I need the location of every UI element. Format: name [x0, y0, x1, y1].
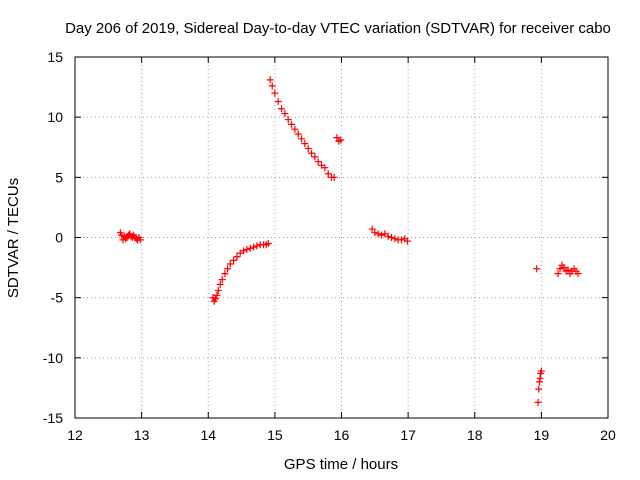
data-point	[221, 270, 229, 278]
data-point	[246, 244, 254, 252]
x-tick-label: 12	[67, 427, 83, 443]
data-point	[212, 295, 220, 303]
data-point	[226, 260, 234, 268]
data-point	[224, 265, 232, 273]
data-point	[534, 398, 542, 406]
y-tick-label: -15	[43, 410, 63, 426]
data-point	[240, 247, 248, 255]
data-point	[214, 286, 222, 294]
data-point	[291, 125, 299, 133]
points-layer	[116, 76, 582, 406]
y-tick-label: 0	[55, 230, 63, 246]
data-point	[250, 243, 258, 251]
data-point	[374, 230, 382, 238]
data-point	[391, 235, 399, 243]
chart-title: Day 206 of 2019, Sidereal Day-to-day VTE…	[65, 20, 611, 37]
grid-layer	[75, 57, 608, 418]
data-point	[333, 134, 341, 142]
data-point	[397, 236, 405, 244]
data-point	[368, 225, 376, 233]
x-tick-label: 14	[200, 427, 216, 443]
data-point	[556, 265, 564, 273]
data-point	[136, 236, 144, 244]
data-point	[311, 153, 319, 161]
y-axis-label: SDTVAR / TECUs	[5, 178, 22, 298]
data-point	[535, 385, 543, 393]
x-tick-label: 17	[400, 427, 416, 443]
data-point	[304, 144, 312, 152]
data-point	[243, 246, 251, 254]
data-point	[321, 164, 329, 172]
data-point	[308, 149, 316, 157]
data-point	[281, 110, 289, 118]
data-point	[271, 89, 279, 97]
data-point	[294, 130, 302, 138]
data-point	[535, 378, 543, 386]
data-point	[324, 170, 332, 178]
y-tick-label: -10	[43, 350, 63, 366]
data-point	[537, 367, 545, 375]
y-tick-label: 15	[47, 49, 63, 65]
data-point	[288, 120, 296, 128]
data-point	[371, 229, 379, 237]
x-tick-label: 20	[600, 427, 616, 443]
data-point	[314, 158, 322, 166]
data-point	[278, 105, 286, 113]
data-point	[268, 82, 276, 90]
x-tick-label: 18	[467, 427, 483, 443]
data-point	[122, 235, 130, 243]
data-point	[264, 240, 272, 248]
x-axis-label: GPS time / hours	[284, 456, 398, 473]
data-point	[330, 173, 338, 181]
x-tick-label: 13	[134, 427, 150, 443]
y-tick-label: -5	[51, 290, 64, 306]
x-tick-label: 19	[534, 427, 550, 443]
data-point	[233, 253, 241, 261]
data-point	[560, 264, 568, 272]
x-tick-label: 15	[267, 427, 283, 443]
data-point	[337, 136, 345, 144]
x-tick-label: 16	[334, 427, 350, 443]
data-point	[284, 116, 292, 124]
y-tick-label: 10	[47, 109, 63, 125]
data-point	[564, 266, 572, 274]
data-point	[384, 232, 392, 240]
data-point	[536, 374, 544, 382]
data-point	[274, 98, 282, 106]
data-point	[218, 276, 226, 284]
data-point	[533, 265, 541, 273]
data-point	[298, 135, 306, 143]
data-point	[230, 256, 238, 264]
data-point	[266, 76, 274, 84]
data-point	[253, 242, 261, 250]
data-point	[574, 270, 582, 278]
y-tick-label: 5	[55, 169, 63, 185]
data-point	[213, 291, 221, 299]
data-point	[387, 234, 395, 241]
data-point	[554, 270, 562, 278]
ticks-layer: 12 13 14 15 16 17 18 19 20 15 10 5 0 -5 -10 -15	[43, 49, 616, 443]
data-point	[301, 140, 309, 148]
data-point	[377, 231, 385, 239]
data-point	[403, 237, 411, 245]
data-point	[216, 280, 224, 288]
